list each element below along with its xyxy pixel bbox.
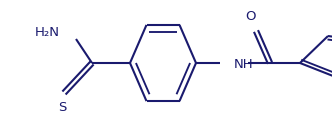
Text: NH: NH: [234, 57, 254, 71]
Text: H₂N: H₂N: [35, 26, 60, 39]
Text: S: S: [58, 101, 66, 114]
Text: O: O: [245, 10, 255, 23]
